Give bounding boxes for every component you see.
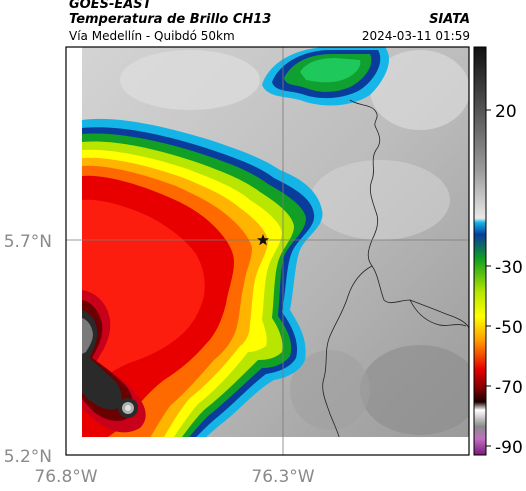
- lat-tick-label: 5.7°N: [4, 232, 52, 252]
- colorbar-tick-label: -30: [495, 258, 523, 278]
- colorbar-tick-label: -70: [495, 378, 523, 398]
- imagery-layer: [66, 47, 469, 455]
- colorbar-tick-label: -50: [495, 318, 523, 338]
- border-line: [349, 99, 469, 329]
- cold-cloud-north: [262, 47, 390, 106]
- star-icon: [257, 234, 269, 246]
- colorbar-tick-label: 20: [495, 102, 517, 122]
- location-label: Vía Medellín - Quibdó 50km: [69, 29, 235, 43]
- datetime-label: 2024-03-11 01:59: [361, 29, 470, 43]
- colorbar-tick-label: -90: [495, 438, 523, 458]
- product-title: Temperatura de Brillo CH13: [69, 12, 272, 27]
- satellite-name: GOES-EAST: [69, 0, 152, 12]
- lon-tick-label: 76.8°W: [34, 467, 97, 487]
- organization-label: SIATA: [429, 12, 470, 27]
- plot-frame: [65, 46, 470, 456]
- convective-system: [82, 118, 323, 455]
- colorbar: 20 -30 -50 -70 -90: [473, 46, 523, 458]
- lon-tick-label: 76.3°W: [251, 467, 314, 487]
- lat-tick-label: 5.2°N: [4, 447, 52, 467]
